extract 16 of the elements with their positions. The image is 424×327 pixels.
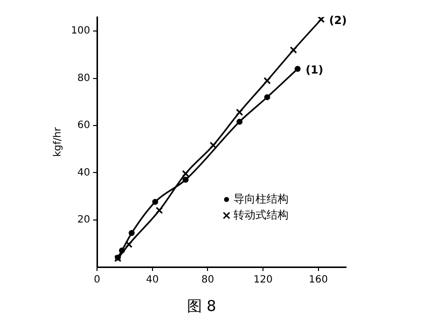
- caption: 图 8: [186, 296, 216, 315]
- y-axis-title: kgf/hr: [52, 126, 64, 157]
- x-tick-label: 120: [253, 274, 273, 286]
- y-tick-label: 20: [77, 214, 90, 226]
- annotation: (2): [329, 14, 347, 28]
- y-tick-label: 100: [70, 26, 90, 37]
- y-tick-label: 80: [77, 72, 90, 84]
- legend-label: 转动式结构: [234, 208, 289, 222]
- y-tick-label: 40: [77, 167, 90, 178]
- x-tick-label: 160: [308, 274, 328, 286]
- y-tick-label: 60: [77, 120, 90, 132]
- legend-label: 导向柱结构: [234, 192, 289, 206]
- annotation: (1): [306, 64, 324, 77]
- x-tick-label: 40: [146, 274, 159, 286]
- x-tick-label: 80: [201, 274, 214, 286]
- x-tick-label: 0: [94, 274, 100, 286]
